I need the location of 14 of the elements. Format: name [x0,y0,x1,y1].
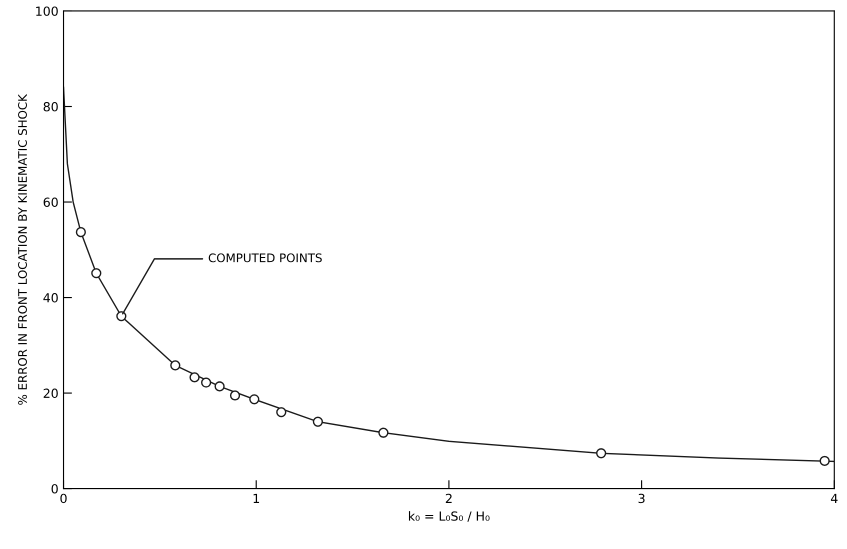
y-tick-label: 80 [44,102,58,112]
x-tick-label: 0 [60,494,67,504]
annotation: COMPUTED POINTS [208,253,322,262]
x-axis-title: k₀ = L₀S₀ / H₀ [408,511,490,522]
x-tick-label: 1 [254,494,260,503]
y-tick-label: 40 [43,293,58,302]
y-axis-title: % ERROR IN FRONT LOCATION BY KINEMATIC SHOCK [18,94,27,405]
y-tick-label: 60 [44,198,58,207]
y-tick-label: 100 [36,6,58,16]
x-tick-label: 3 [638,494,645,504]
y-tick-label: 0 [52,484,58,494]
y-tick-label: 20 [44,388,58,398]
x-tick-label: 4 [830,494,838,503]
x-tick-label: 2 [446,494,452,503]
